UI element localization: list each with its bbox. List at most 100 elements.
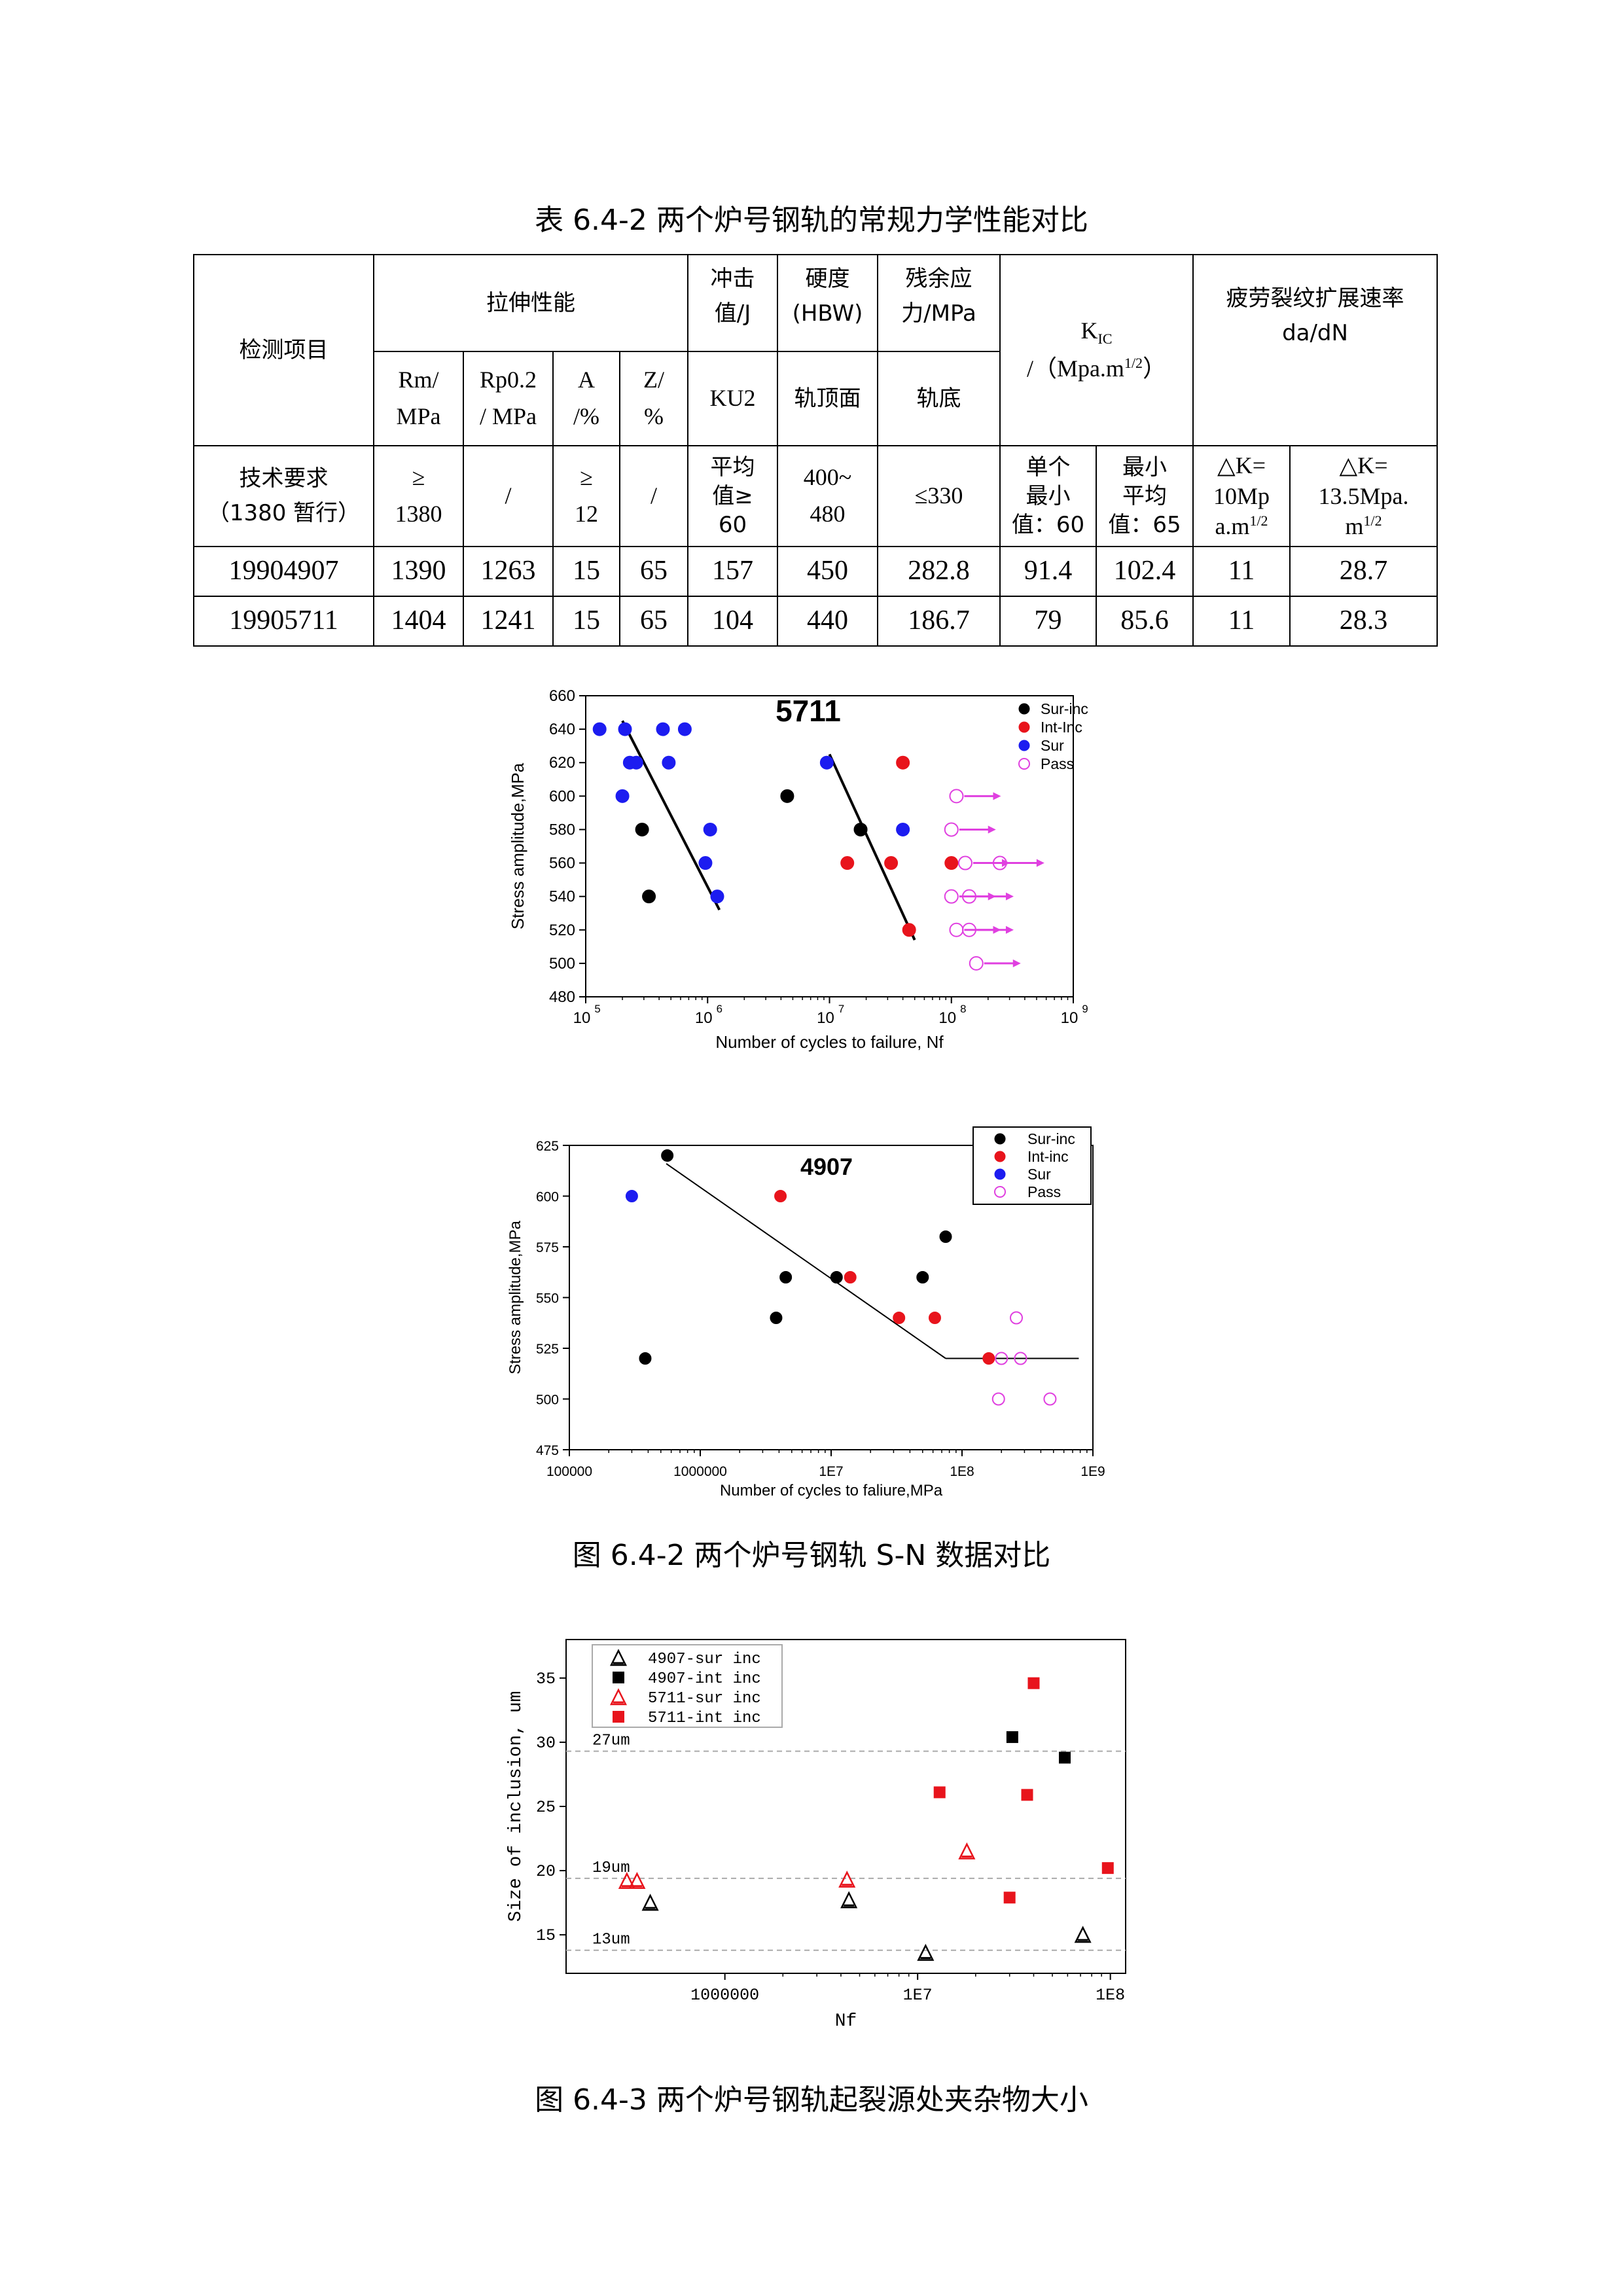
- cell-hardness: 440: [777, 596, 878, 647]
- data-point-pass: [961, 889, 976, 904]
- y-tick-label: 640: [549, 721, 575, 738]
- data-point: [628, 1871, 646, 1890]
- legend-marker: [613, 1672, 624, 1683]
- data-point-sur: [710, 889, 724, 904]
- legend-label: 4907-int inc: [648, 1670, 761, 1688]
- data-point-pass: [949, 789, 964, 804]
- data-point-sur: [662, 755, 676, 770]
- runout-arrow-head: [1005, 892, 1014, 901]
- runout-arrow-head: [988, 825, 996, 834]
- data-point-sur: [677, 722, 692, 736]
- header-impact: 冲击 值/J: [687, 254, 778, 352]
- data-point: [933, 1786, 946, 1799]
- fit-line: [828, 753, 916, 941]
- data-point-pass: [944, 822, 959, 837]
- data-point-int-inc: [840, 856, 855, 870]
- data-point-sur: [615, 789, 630, 803]
- reference-label: 19um: [592, 1859, 630, 1877]
- header-z: Z/%: [619, 351, 688, 446]
- data-point-sur-inc: [639, 1352, 652, 1365]
- data-point-sur: [896, 822, 910, 836]
- x-tick-exponent: 6: [717, 1003, 722, 1015]
- runout-arrow-head: [1036, 859, 1044, 867]
- data-point-sur-inc: [642, 889, 656, 904]
- x-tick-exponent: 8: [960, 1003, 966, 1015]
- y-tick-label: 500: [549, 955, 575, 973]
- cell-rm: 1390: [373, 546, 464, 597]
- cell-impact: 157: [687, 546, 778, 597]
- x-tick-label: 10: [695, 1009, 713, 1027]
- y-axis-label: Stress amplitude,MPa: [508, 762, 527, 929]
- x-tick-label: 10: [1061, 1009, 1079, 1027]
- x-tick-label: 10: [817, 1009, 834, 1027]
- data-point-int-inc: [944, 856, 959, 870]
- x-tick-label: 1E8: [950, 1464, 974, 1479]
- y-tick-label: 600: [549, 787, 575, 805]
- legend-label: 5711-int inc: [648, 1710, 761, 1727]
- cell-rp: 1241: [463, 596, 554, 647]
- data-point-pass: [949, 922, 964, 937]
- req-rp: /: [463, 445, 554, 547]
- data-point-int-inc: [893, 1312, 906, 1324]
- legend-marker: [1018, 721, 1030, 733]
- y-axis-label: Size of inclusion, um: [506, 1691, 526, 1922]
- cell-kic-single: 91.4: [999, 546, 1097, 597]
- y-tick-label: 600: [536, 1190, 559, 1205]
- cell-z: 65: [619, 546, 688, 597]
- data-point-sur-inc: [916, 1271, 929, 1283]
- data-point: [1006, 1731, 1018, 1744]
- data-point-sur-inc: [939, 1230, 952, 1243]
- cell-impact: 104: [687, 596, 778, 647]
- x-axis-label: Nf: [835, 2011, 857, 2032]
- cell-kic-average: 102.4: [1095, 546, 1194, 597]
- req-kic-single: 单个 最小 值：60: [999, 445, 1097, 547]
- x-tick-label: 1000000: [690, 1986, 759, 2005]
- table-header-row-1: 检测项目 拉伸性能 冲击 值/J 硬度 (HBW) 残余应 力/MPa KIC/（Mp…: [193, 254, 1438, 446]
- figure-6-4-2-caption: 图 6.4-2 两个炉号钢轨 S-N 数据对比: [572, 1539, 1051, 1572]
- runout-arrow-head: [993, 792, 1001, 800]
- data-point-sur-inc: [635, 822, 649, 836]
- legend-label: Pass: [1027, 1183, 1061, 1200]
- reference-label: 27um: [592, 1732, 630, 1750]
- legend-label: Int-inc: [1027, 1148, 1069, 1165]
- cell-a: 15: [552, 546, 620, 597]
- data-point-sur-inc: [661, 1149, 674, 1162]
- y-tick-label: 520: [549, 922, 575, 939]
- legend-marker: [1018, 758, 1030, 770]
- x-tick-label: 1E7: [903, 1986, 933, 2005]
- legend-marker: [1018, 740, 1030, 751]
- table-header-row-2: Rm/MPa Rp0.2/ MPa A/% Z/% KU2 轨顶面 轨底: [194, 351, 1437, 446]
- data-point-pass: [957, 855, 972, 870]
- header-fatigue-crack-growth: 疲劳裂纹扩展速率 da/dN: [1192, 254, 1438, 446]
- cell-z: 65: [619, 596, 688, 647]
- cell-a: 15: [552, 596, 620, 647]
- data-point-int-inc: [982, 1352, 995, 1365]
- x-tick-label: 1E8: [1096, 1986, 1125, 2005]
- data-point-int-inc: [884, 856, 899, 870]
- y-tick-label: 15: [536, 1926, 556, 1945]
- data-point: [917, 1943, 935, 1961]
- data-point: [641, 1893, 659, 1911]
- data-point-pass: [969, 956, 984, 971]
- legend-marker: [994, 1133, 1006, 1145]
- cell-kic-single: 79: [999, 596, 1097, 647]
- legend-label: Sur: [1027, 1166, 1051, 1183]
- chart-inclusion-size: 15 20 25 30 35 1000000 1E7 1E8 Nf Size of inclusi…: [506, 1639, 1126, 2032]
- legend-label: Int-Inc: [1041, 719, 1082, 736]
- legend-marker: [609, 1688, 628, 1706]
- data-point-pass: [995, 1352, 1008, 1365]
- data-point-sur: [592, 722, 607, 736]
- data-point-pass: [961, 922, 976, 937]
- y-tick-label: 560: [549, 855, 575, 872]
- chart-5711: 4805005205405605806006206406601051061071…: [508, 687, 1088, 1052]
- x-tick-label: 1E7: [819, 1464, 843, 1479]
- fit-line: [621, 720, 721, 911]
- data-point-pass: [992, 855, 1007, 870]
- figure-6-4-3-caption: 图 6.4-3 两个炉号钢轨起裂源处夹杂物大小: [535, 2083, 1088, 2117]
- x-tick-label: 1E9: [1080, 1464, 1105, 1479]
- header-rm: Rm/MPa: [373, 351, 464, 446]
- header-residual-stress: 残余应 力/MPa: [877, 254, 1001, 352]
- req-hardness: 400~ 480: [777, 445, 878, 547]
- x-tick-label: 100000: [546, 1464, 592, 1479]
- data-point-pass: [991, 1392, 1005, 1406]
